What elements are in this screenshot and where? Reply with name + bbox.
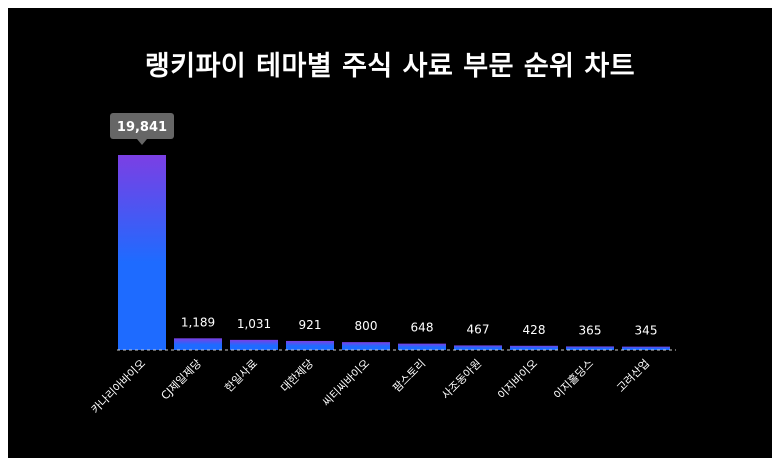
bar-4[interactable] [286,340,334,350]
bar-7[interactable] [454,345,502,350]
value-label-3: 1,031 [237,317,271,331]
bar-10[interactable] [622,346,670,350]
value-label-4: 921 [299,318,322,332]
bar-5[interactable] [342,342,390,350]
category-label-3: 한일사료 [222,356,261,395]
value-tooltip [110,113,174,139]
value-label-7: 467 [467,322,490,336]
category-label-7: 사조동아원 [439,357,484,402]
tooltip-pointer [137,139,147,145]
category-label-5: 씨티씨바이오 [320,357,372,409]
value-label-8: 428 [523,323,546,337]
category-label-4: 대한제당 [278,357,316,395]
category-label-10: 고려산업 [614,357,652,395]
bar-8[interactable] [510,345,558,350]
value-label-10: 345 [635,324,658,338]
bar-2[interactable] [174,338,222,350]
category-label-1: 카나리아바이오 [89,357,148,416]
value-label-1: 19,841 [117,120,167,135]
bar-9[interactable] [566,346,614,350]
value-label-9: 365 [579,323,602,337]
bar-6[interactable] [398,343,446,350]
category-label-9: 이지홀딩스 [551,357,596,402]
value-label-6: 648 [411,321,434,335]
bar-1[interactable] [118,155,166,350]
category-label-8: 이지바이오 [495,357,540,402]
chart-title: 랭키파이 테마별 주식 사료 부문 순위 차트 [144,51,636,82]
category-label-2: CJ제일제당 [158,356,204,402]
value-label-5: 800 [355,319,378,333]
category-label-6: 팜스토리 [390,357,428,395]
value-label-2: 1,189 [181,315,215,329]
bar-3[interactable] [230,339,278,350]
